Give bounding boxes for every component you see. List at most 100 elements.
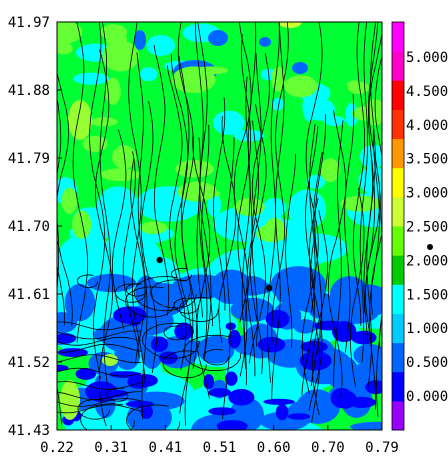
colorbar-level-label: 4.000 (406, 118, 448, 134)
contour-blob-lightgreen (347, 81, 370, 94)
contour-blob-cyan (286, 244, 326, 268)
streamline (162, 350, 207, 379)
streamline (310, 237, 320, 424)
contour-blob-blue (353, 343, 382, 367)
contour-blob-darkblue (287, 413, 311, 420)
streamline (57, 380, 142, 390)
streamline (359, 22, 368, 363)
streamline (285, 154, 296, 349)
streamline (267, 22, 280, 383)
y-tick-label: 41.70 (8, 219, 50, 235)
streamline (349, 187, 365, 388)
contour-blob-lightgreen (111, 145, 137, 169)
y-tick-label: 41.43 (8, 423, 50, 439)
colorbar-level-label: 3.500 (406, 152, 448, 168)
x-tick-label: 0.41 (148, 440, 182, 456)
streamline (197, 22, 212, 361)
streamline (301, 125, 319, 396)
contour-blob-blue (350, 421, 382, 430)
streamlines (57, 22, 382, 430)
contour-blob-cyan (233, 129, 265, 142)
contour-blob-yellowgreen (60, 380, 80, 420)
contour-blob-lightgreen (100, 168, 140, 182)
contour-blob-darkblue (208, 407, 236, 416)
contour-blob-lightgreen (57, 22, 83, 45)
contour-blob-cyan (213, 110, 245, 135)
contour-blob-darkblue (225, 371, 238, 386)
contour-blob-darkblue (265, 309, 290, 329)
colorbar-swatch (392, 371, 404, 402)
colorbar-swatch (392, 226, 404, 256)
station-markers (156, 256, 273, 292)
streamline (344, 94, 355, 353)
contour-blob-darkblue (228, 389, 255, 406)
x-tick-label: 0.79 (365, 440, 399, 456)
contour-blob-lightgreen (57, 42, 73, 55)
colorbar-swatch (392, 80, 404, 110)
streamline (251, 52, 262, 347)
contour-blob-lightgreen (90, 117, 118, 127)
contour-blob-darkblue (150, 336, 169, 352)
contour-blob-cyan (361, 145, 382, 158)
streamline (76, 274, 99, 289)
contour-blob-darkblue (75, 368, 97, 380)
contour-blob-lightgreen (61, 187, 78, 214)
streamline (133, 276, 190, 312)
y-tick-label: 41.61 (8, 287, 50, 303)
contour-blob-darkblue (365, 380, 382, 395)
streamline (57, 397, 142, 407)
station-marker (265, 284, 273, 292)
contour-blob-cyan (207, 193, 222, 218)
contour-blob-lightgreen (140, 221, 168, 235)
streamline (57, 404, 142, 414)
streamline (142, 322, 200, 359)
colorbar-level-label: 5.000 (406, 50, 448, 66)
x-tick-label: 0.31 (94, 440, 128, 456)
colorbar-level-label: 3.000 (406, 186, 448, 202)
streamline (352, 22, 365, 327)
contour-blob-darkblue (331, 321, 357, 343)
colorbar-swatch (392, 109, 404, 140)
colorbar-level-label: 2.000 (406, 253, 448, 269)
contour-blob-darkblue (228, 329, 241, 349)
contour-blob-lightgreen (82, 135, 108, 153)
contour-blob-lightgreen (102, 40, 140, 72)
colorbar-level-label: 4.500 (406, 84, 448, 100)
colorbar-swatch (392, 51, 404, 81)
colorbar-swatch (392, 255, 404, 285)
streamline (363, 153, 373, 345)
contour-blob-cyan (306, 174, 326, 189)
streamline (57, 71, 73, 327)
streamline (202, 349, 229, 366)
streamline (94, 49, 114, 427)
contour-blob-darkblue (216, 420, 248, 430)
streamline (72, 22, 89, 343)
contour-blob-lightgreen (186, 189, 221, 198)
speed-contours (57, 22, 382, 430)
streamline (248, 53, 270, 364)
contour-blob-blue (270, 266, 326, 305)
streamline (126, 404, 181, 430)
streamline (183, 334, 242, 372)
colorbar-swatch (392, 138, 404, 169)
streamline (309, 123, 316, 313)
plot-area (57, 22, 382, 430)
streamline (177, 22, 198, 369)
streamline (366, 22, 376, 386)
streamline (271, 22, 289, 343)
contour-blob-darkblue (96, 389, 129, 398)
streamline (57, 336, 142, 346)
streamline (246, 120, 260, 377)
colorbar-swatch (392, 313, 404, 344)
streamline (327, 110, 347, 397)
streamline (301, 22, 323, 395)
streamline (237, 34, 252, 377)
contour-blob-darkblue (127, 374, 152, 389)
colorbar-swatch (392, 400, 404, 431)
streamline (57, 367, 142, 377)
contour-blob-cyan (139, 67, 155, 82)
contour-blob-darkblue (330, 387, 354, 409)
streamline (271, 22, 285, 400)
colorbar-level-label: 2.500 (406, 220, 448, 236)
streamline (140, 101, 158, 374)
